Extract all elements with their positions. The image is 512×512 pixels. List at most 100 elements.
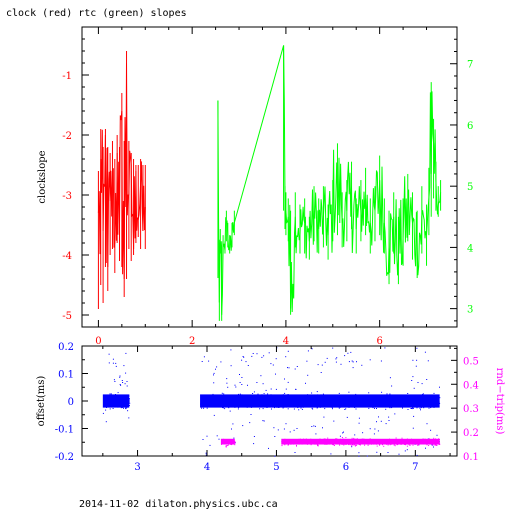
offset-point xyxy=(378,402,380,404)
offset-point xyxy=(287,381,289,383)
rndtrip-point xyxy=(225,440,226,442)
offset-point xyxy=(128,395,130,397)
offset-point xyxy=(401,400,403,402)
offset-point xyxy=(245,399,247,401)
offset-point xyxy=(314,425,316,427)
offset-point xyxy=(313,396,315,398)
offset-point xyxy=(246,403,248,405)
offset-point xyxy=(404,400,406,402)
offset-point xyxy=(425,401,427,403)
offset-point xyxy=(391,407,393,409)
offset-point xyxy=(287,398,289,400)
offset-point xyxy=(270,403,272,404)
offset-point xyxy=(392,400,394,402)
offset-point xyxy=(363,397,365,399)
offset-point xyxy=(287,402,289,404)
rndtrip-point xyxy=(324,442,326,444)
offset-point xyxy=(226,378,228,380)
offset-point xyxy=(380,398,382,400)
offset-point xyxy=(332,397,334,399)
rndtrip-point xyxy=(388,442,390,444)
offset-point xyxy=(212,393,214,395)
rndtrip-point xyxy=(357,442,359,444)
rndtrip-point xyxy=(379,444,381,445)
offset-point xyxy=(246,405,248,407)
offset-point xyxy=(274,398,276,400)
offset-point xyxy=(344,403,346,405)
offset-point xyxy=(234,406,236,408)
offset-point xyxy=(378,400,380,402)
offset-point xyxy=(262,404,264,406)
rndtrip-point xyxy=(400,440,402,442)
offset-point xyxy=(407,399,409,401)
offset-point xyxy=(303,399,305,401)
offset-point xyxy=(307,350,309,352)
rndtrip-point xyxy=(344,443,346,444)
offset-point xyxy=(288,403,290,405)
offset-point xyxy=(294,368,296,370)
offset-point xyxy=(240,395,242,397)
rndtrip-point xyxy=(331,442,333,443)
offset-point xyxy=(228,401,230,403)
offset-point xyxy=(438,401,440,403)
offset-point xyxy=(289,401,291,403)
offset-point xyxy=(114,397,116,399)
rndtrip-point xyxy=(409,444,411,446)
offset-point xyxy=(380,420,382,422)
offset-point xyxy=(319,399,321,401)
offset-point xyxy=(317,395,319,397)
offset-point xyxy=(371,399,373,401)
offset-point xyxy=(398,405,400,407)
offset-point xyxy=(231,404,233,406)
offset-point xyxy=(257,399,259,401)
rndtrip-point xyxy=(373,443,375,445)
y-tick-label: -5 xyxy=(62,311,72,322)
rndtrip-point xyxy=(323,438,325,440)
offset-point xyxy=(263,399,265,401)
offset-point xyxy=(260,400,262,402)
offset-point xyxy=(435,403,437,405)
chart-title: clock (red) rtc (green) slopes xyxy=(6,8,187,19)
offset-point xyxy=(355,404,357,406)
offset-point xyxy=(126,407,128,409)
offset-point xyxy=(335,361,337,363)
offset-point xyxy=(277,401,279,403)
offset-point xyxy=(332,408,333,410)
offset-point xyxy=(428,399,430,401)
offset-point xyxy=(245,403,247,405)
offset-point xyxy=(426,397,427,399)
offset-point xyxy=(291,400,292,402)
offset-point xyxy=(308,403,310,404)
offset-point xyxy=(125,352,127,354)
offset-point xyxy=(119,398,121,400)
offset-point xyxy=(222,407,223,408)
offset-point xyxy=(127,401,128,403)
rndtrip-point xyxy=(422,438,424,440)
rndtrip-point xyxy=(233,442,235,444)
rndtrip-point xyxy=(374,441,376,443)
offset-point xyxy=(110,401,112,403)
offset-point xyxy=(117,392,119,394)
rndtrip-point xyxy=(340,438,342,440)
offset-point xyxy=(421,403,423,405)
offset-point xyxy=(357,402,359,403)
offset-point xyxy=(423,401,425,402)
offset-point xyxy=(435,400,436,401)
offset-point xyxy=(256,401,258,403)
offset-point xyxy=(431,401,433,403)
offset-point xyxy=(120,399,122,401)
offset-point xyxy=(353,400,355,402)
offset-point xyxy=(352,398,354,399)
rndtrip-point xyxy=(352,444,354,446)
offset-point xyxy=(275,404,277,406)
offset-point xyxy=(369,398,371,400)
offset-point xyxy=(323,403,325,405)
offset-point xyxy=(407,400,409,402)
y2-tick-label: 5 xyxy=(467,182,473,193)
offset-point xyxy=(349,403,351,405)
rndtrip-point xyxy=(409,441,411,442)
rndtrip-point xyxy=(336,438,338,440)
rndtrip-point xyxy=(339,441,340,442)
rndtrip-point xyxy=(351,441,353,443)
offset-point xyxy=(243,395,245,397)
